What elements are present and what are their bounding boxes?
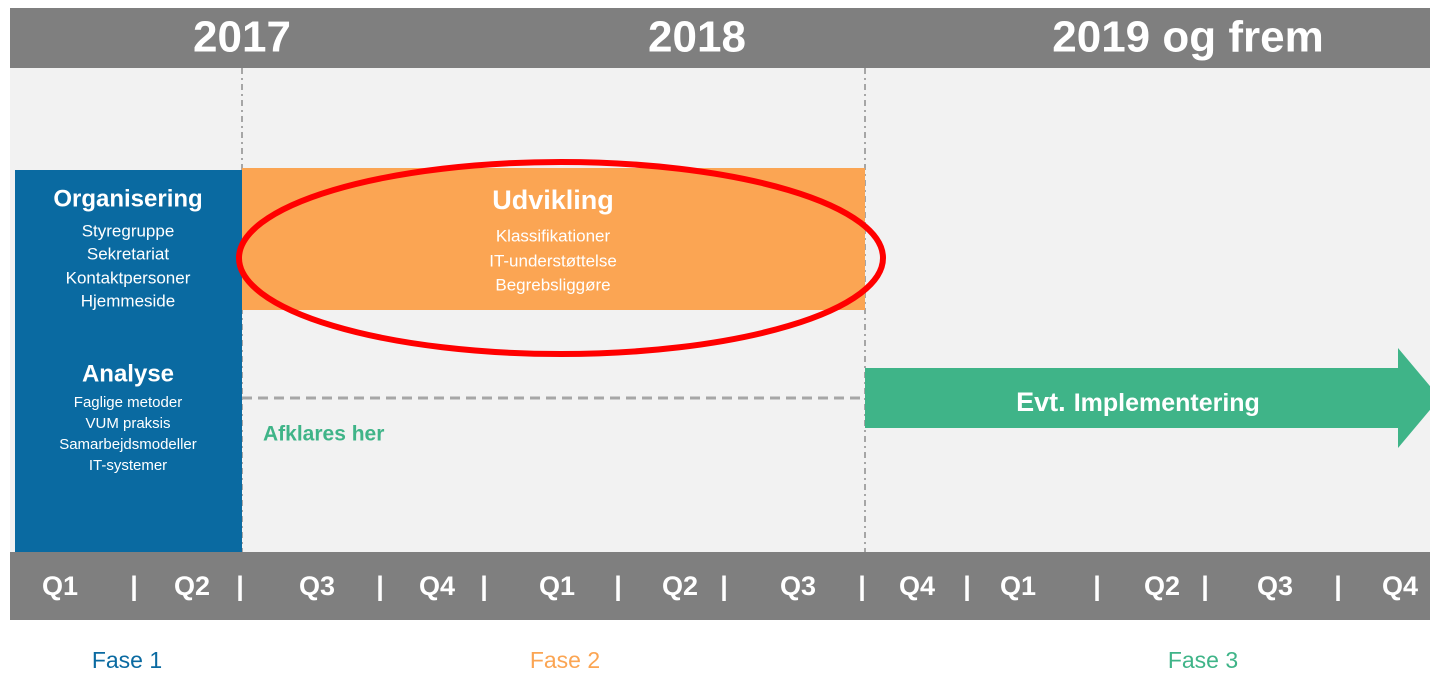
phase3-arrow: [865, 348, 1430, 448]
separator: |: [236, 571, 244, 601]
quarter-label: Q4: [419, 571, 455, 601]
note: Afklares her: [263, 423, 384, 446]
section-item: VUM praksis: [85, 415, 170, 432]
quarter-label: Q1: [1000, 571, 1036, 601]
phase-label: Fase 3: [1168, 647, 1238, 673]
year-label: 2018: [648, 13, 746, 62]
arrow-label-prefix: Evt.: [1016, 387, 1066, 417]
highlight-ellipse: [236, 159, 886, 357]
separator: |: [614, 571, 622, 601]
quarter-label: Q3: [1257, 571, 1293, 601]
phase-label: Fase 2: [530, 647, 600, 673]
phase1-box: [15, 170, 242, 552]
section-item: Klassifikationer: [496, 226, 611, 245]
section-item: Samarbejdsmodeller: [59, 436, 197, 453]
quarter-label: Q3: [299, 571, 335, 601]
section-item: Kontaktpersoner: [66, 268, 191, 287]
year-bar: [10, 8, 1430, 68]
quarter-label: Q4: [899, 571, 935, 601]
separator: |: [130, 571, 138, 601]
section-item: Sekretariat: [87, 244, 169, 263]
separator: |: [1201, 571, 1209, 601]
quarter-label: Q3: [780, 571, 816, 601]
arrow-label-main: Implementering: [1074, 389, 1260, 417]
section-item: Styregruppe: [82, 221, 175, 240]
year-label: 2019 og frem: [1052, 13, 1323, 62]
quarter-bar: [10, 552, 1430, 620]
section-item: IT-understøttelse: [489, 251, 617, 270]
section-item: Begrebsliggøre: [495, 275, 610, 294]
separator: |: [858, 571, 866, 601]
separator: |: [1334, 571, 1342, 601]
separator: |: [480, 571, 488, 601]
section-title: Analyse: [82, 360, 174, 387]
quarter-label: Q1: [42, 571, 78, 601]
separator: |: [720, 571, 728, 601]
quarter-label: Q2: [1144, 571, 1180, 601]
separator: |: [963, 571, 971, 601]
quarter-label: Q1: [539, 571, 575, 601]
section-item: Hjemmeside: [81, 291, 175, 310]
section-item: IT-systemer: [89, 457, 167, 474]
quarter-label: Q2: [662, 571, 698, 601]
phase-label: Fase 1: [92, 647, 162, 673]
phase2-box: [242, 168, 865, 310]
section-title: Udvikling: [492, 185, 614, 215]
year-label: 2017: [193, 13, 291, 62]
section-item: Faglige metoder: [74, 394, 182, 411]
quarter-label: Q4: [1382, 571, 1418, 601]
separator: |: [376, 571, 384, 601]
quarter-label: Q2: [174, 571, 210, 601]
section-title: Organisering: [53, 185, 202, 212]
arrow-label: Evt. Implementering: [1016, 387, 1260, 417]
separator: |: [1093, 571, 1101, 601]
